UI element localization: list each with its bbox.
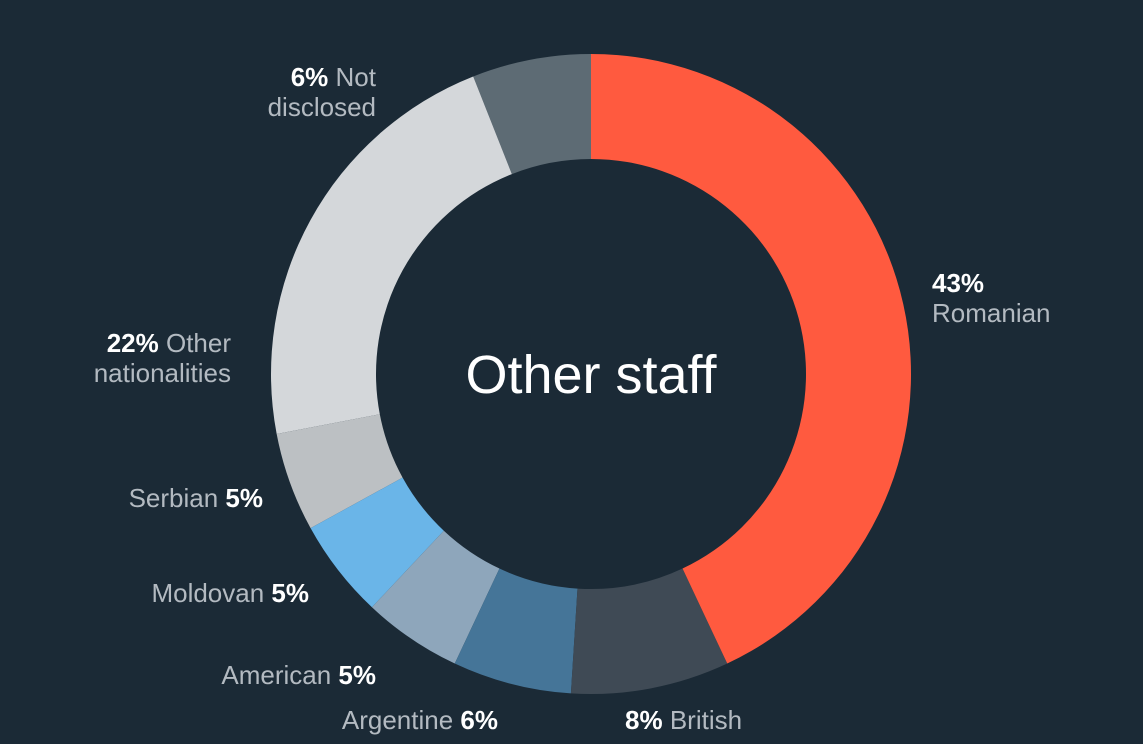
percent-label: 6% bbox=[290, 62, 329, 92]
category-label: Not disclosed bbox=[267, 62, 376, 122]
donut-segment bbox=[310, 477, 444, 608]
segment-label: Serbian 5% bbox=[129, 483, 263, 513]
percent-label: 8% bbox=[625, 705, 663, 735]
donut-segment bbox=[276, 414, 403, 529]
donut-segment bbox=[570, 568, 728, 694]
segment-label: 43% Romanian bbox=[932, 268, 1051, 328]
chart-title: Other staff bbox=[465, 345, 717, 405]
category-label: Serbian bbox=[128, 483, 219, 513]
donut-segment bbox=[371, 530, 500, 664]
segment-label: Argentine 6% bbox=[342, 705, 498, 735]
segment-label: 22% Other nationalities bbox=[31, 328, 231, 388]
donut-segment bbox=[454, 568, 578, 694]
segment-label: 6% Not disclosed bbox=[176, 62, 376, 122]
category-label: Argentine bbox=[341, 705, 454, 735]
category-label: Other nationalities bbox=[93, 328, 231, 388]
segment-label: American 5% bbox=[221, 660, 376, 690]
category-label: Romanian bbox=[932, 298, 1051, 328]
category-label: American bbox=[221, 660, 332, 690]
segment-label: 8% British bbox=[625, 705, 742, 735]
donut-segment bbox=[591, 54, 911, 664]
percent-label: 6% bbox=[460, 705, 498, 735]
category-label: British bbox=[669, 705, 743, 735]
percent-label: 5% bbox=[338, 660, 376, 690]
percent-label: 5% bbox=[225, 483, 263, 513]
donut-segment bbox=[271, 76, 512, 434]
percent-label: 5% bbox=[271, 578, 309, 608]
donut-segment bbox=[473, 54, 591, 175]
segment-label: Moldovan 5% bbox=[151, 578, 309, 608]
category-label: Moldovan bbox=[151, 578, 265, 608]
percent-label: 22% bbox=[106, 328, 159, 358]
percent-label: 43% bbox=[932, 268, 985, 298]
